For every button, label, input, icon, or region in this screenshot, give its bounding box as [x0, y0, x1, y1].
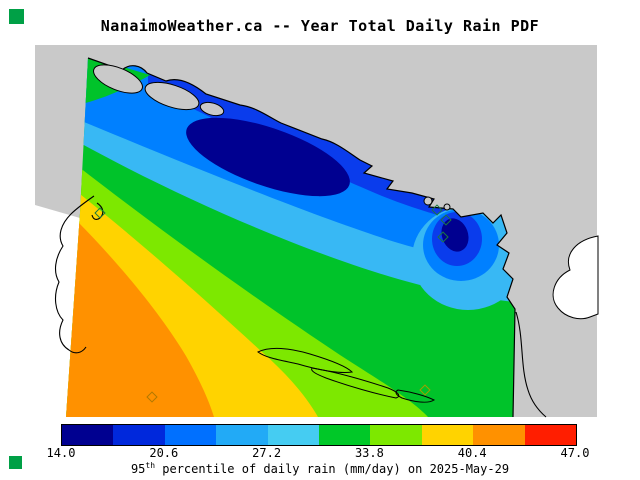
band-orange [66, 216, 214, 417]
colorbar-segment [473, 425, 525, 445]
coastline-main [87, 57, 516, 418]
island-outline [395, 389, 435, 403]
island-outline [311, 367, 400, 399]
colorbar-segment [267, 425, 320, 445]
inlet-water [552, 235, 599, 320]
colorbar-tick-label: 33.8 [354, 446, 384, 460]
caption-rest: percentile of daily rain (mm/day) on 202… [155, 462, 510, 476]
chart-title: NanaimoWeather.ca -- Year Total Daily Ra… [100, 17, 540, 35]
colorbar-tick-label: 27.2 [252, 446, 282, 460]
colorbar-segment [319, 425, 371, 445]
island [199, 101, 225, 117]
harbour-hook [91, 202, 104, 220]
coastline-southeast [515, 311, 547, 418]
island [93, 64, 143, 94]
island [144, 81, 200, 111]
colorbar-tick-labels: 14.0 20.6 27.2 33.8 40.4 47.0 [47, 446, 590, 460]
coast-segment [54, 195, 95, 354]
band-navy-core [186, 117, 350, 197]
colorbar-segment [113, 425, 165, 445]
colorbar-tick-label: 14.0 [46, 446, 76, 460]
colorbar-tick-label: 40.4 [457, 446, 487, 460]
colorbar-segment [216, 425, 268, 445]
caption-base: 95 [130, 462, 146, 476]
colorbar-tick-label: 20.6 [149, 446, 179, 460]
corner-square-top-left [9, 9, 24, 24]
islands-upper-left [93, 64, 451, 211]
islet [443, 203, 451, 211]
colorbar [61, 424, 577, 446]
island-outline [257, 347, 354, 373]
colorbar-segment [524, 425, 577, 445]
colorbar-segment [421, 425, 474, 445]
corner-square-bottom-left [9, 456, 22, 469]
colorbar-segment [164, 425, 217, 445]
coastline-west [54, 195, 104, 354]
colorbar-tick-label: 47.0 [560, 446, 590, 460]
colorbar-segment [62, 425, 114, 445]
caption-superscript: th [145, 461, 156, 470]
colorbar-caption: 95th percentile of daily rain (mm/day) o… [0, 461, 640, 476]
islet [423, 196, 433, 206]
islands-lower-middle [257, 347, 435, 403]
colorbar-segment [370, 425, 422, 445]
blob-navy [441, 218, 469, 252]
